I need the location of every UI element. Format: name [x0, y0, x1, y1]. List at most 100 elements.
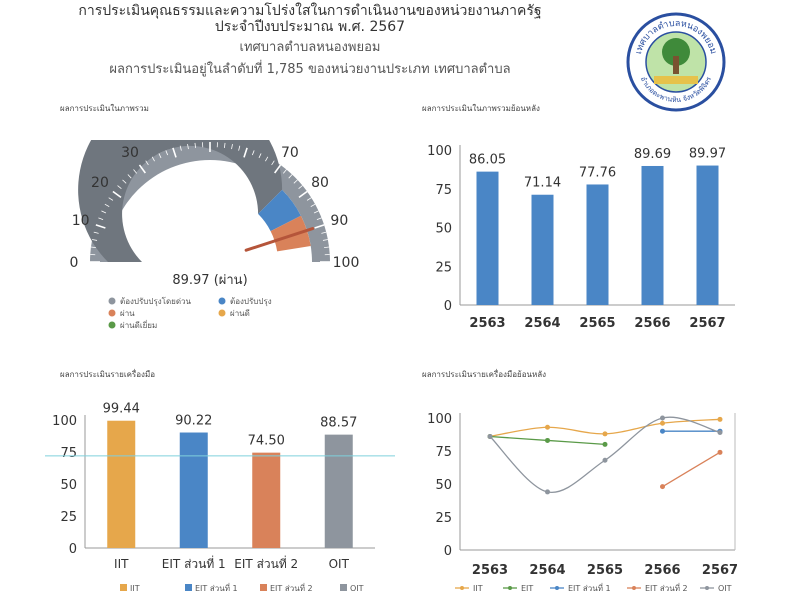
gauge-legend-label: ต้องปรับปรุงโดยด่วน [120, 296, 192, 306]
gauge-legend-marker [218, 297, 226, 305]
tool-legend-label: EIT ส่วนที่ 1 [195, 582, 238, 593]
trend-x-tick-label: 2564 [524, 316, 560, 331]
gauge-legend-label: ผ่านดี [230, 309, 250, 318]
line-legend-marker-dot [705, 586, 709, 590]
gauge-tick-mark [298, 190, 308, 198]
trend-bar-data-label: 89.69 [634, 147, 671, 162]
line-series-point [602, 441, 608, 447]
line-series-point [602, 431, 608, 437]
line-series-path [489, 416, 721, 493]
line-series-point [660, 484, 665, 490]
trend-y-tick-label: 50 [435, 222, 452, 237]
line-legend-marker-dot [460, 586, 464, 590]
tool-y-tick-label: 25 [60, 510, 77, 525]
gauge-tick-label: 40 [159, 140, 177, 142]
line-x-tick-label: 2563 [472, 563, 508, 578]
gauge-tick-mark [314, 224, 325, 229]
rank-text: ผลการประเมินอยู่ในลำดับที่ 1,785 ของหน่ว… [109, 62, 511, 77]
gauge-tick-mark [93, 231, 99, 234]
gauge-legend-marker [218, 309, 226, 317]
line-y-tick-label: 25 [435, 511, 452, 526]
line-series-point [717, 416, 723, 422]
fiscal-year-title: ประจำปีงบประมาณ พ.ศ. 2567 [214, 19, 406, 35]
gauge-tick-mark [298, 185, 303, 190]
gauge-tick-label: 10 [72, 213, 90, 229]
gauge-tick-mark [95, 224, 106, 229]
tool-y-tick-label: 75 [60, 446, 77, 461]
line-x-tick-label: 2567 [702, 563, 738, 578]
gauge-band-1 [258, 189, 301, 232]
line-x-tick-label: 2566 [644, 563, 680, 578]
tool-panel-title: ผลการประเมินรายเครื่องมือ [60, 370, 156, 379]
overall-trend-bar-chart: 0 25 50 75 100 86.05 2563 71.14 2564 77.76 2565 89.… [427, 144, 735, 331]
gauge-tick-mark [306, 197, 312, 201]
gauge-tick-mark [321, 231, 327, 234]
line-y-tick-label: 0 [444, 544, 452, 559]
gauge-tick-mark [90, 246, 96, 248]
gauge-tick-mark [104, 203, 110, 207]
trend-y-tick-label: 100 [427, 144, 452, 159]
line-series-point [487, 433, 493, 439]
gauge-tick-label: 30 [121, 145, 139, 161]
gauge-tick-mark [138, 164, 146, 174]
tool-legend-marker [120, 584, 127, 591]
line-legend-label: IIT [473, 584, 483, 593]
tool-bar-data-label: 90.22 [175, 414, 212, 429]
tool-bar [252, 452, 281, 548]
gauge-tick-mark [122, 179, 127, 184]
tool-bar-chart: 0 25 50 75 100 99.44 IIT 90.22 EIT ส่วนที่ 1 74.5… [45, 402, 395, 593]
gauge-band-2 [270, 215, 311, 252]
gauge-tick-mark [265, 156, 269, 162]
tool-legend-label: OIT [350, 584, 364, 593]
line-legend-marker-dot [632, 586, 636, 590]
overall-panel-title: ผลการประเมินในภาพรวม [60, 104, 149, 113]
line-y-tick-label: 100 [427, 412, 452, 427]
gauge-tick-mark [145, 160, 149, 166]
gauge-tick-label: 20 [91, 175, 109, 191]
gauge-tick-mark [117, 185, 122, 190]
gauge-tick-mark [224, 142, 226, 148]
gauge-tick-mark [313, 210, 319, 214]
gauge-tick-mark [324, 246, 330, 248]
gauge-tick-label: 100 [333, 255, 360, 271]
gauge-tick-mark [172, 147, 177, 158]
tool-bar-data-label: 88.57 [320, 416, 357, 431]
trend-x-tick-label: 2566 [634, 316, 670, 331]
line-series-point [545, 424, 550, 430]
gauge-tick-mark [316, 217, 322, 221]
gauge-legend-label: ต้องปรับปรุง [230, 297, 272, 306]
trend-y-tick-label: 0 [444, 299, 452, 314]
gauge-tick-mark [274, 164, 282, 174]
tool-x-tick-label: EIT ส่วนที่ 1 [162, 555, 226, 571]
report-title: การประเมินคุณธรรมและความโปร่งใสในการดำเน… [78, 3, 542, 19]
line-x-tick-label: 2565 [587, 563, 623, 578]
line-series-point [545, 489, 550, 495]
trend-bar-data-label: 86.05 [469, 153, 506, 168]
gauge-value-label: 89.97 (ผ่าน) [172, 273, 247, 288]
trend-bar [696, 165, 719, 305]
trend-bar-data-label: 71.14 [524, 176, 561, 191]
trend-panel-title: ผลการประเมินในภาพรวมย้อนหลัง [422, 104, 540, 113]
trend-bar-data-label: 89.97 [689, 147, 726, 162]
gauge-tick-mark [165, 150, 169, 156]
tool-legend-marker [260, 584, 267, 591]
tool-bar [324, 434, 353, 548]
gauge-tick-mark [158, 153, 162, 159]
line-series-point [717, 449, 723, 455]
gauge-tick-mark [293, 179, 298, 184]
gauge-tick-mark [179, 145, 182, 151]
line-legend-label: EIT ส่วนที่ 1 [568, 582, 611, 593]
gauge-tick-mark [101, 210, 107, 214]
line-legend-label: EIT ส่วนที่ 2 [645, 582, 688, 593]
line-series-point [660, 415, 665, 421]
gauge-tick-mark [271, 160, 275, 166]
municipality-seal-icon: เทศบาลตำบลหนองพยอม อำเภอตะพานหิน จังหวัด… [626, 12, 726, 112]
gauge-tick-mark [288, 174, 293, 179]
gauge-legend-marker [108, 309, 116, 317]
gauge-tick-mark [92, 239, 98, 241]
line-x-tick-label: 2564 [529, 563, 565, 578]
line-y-tick-label: 50 [435, 478, 452, 493]
gauge-tick-label: 70 [281, 145, 299, 161]
gauge-tick-label: 0 [70, 255, 79, 271]
trend-x-tick-label: 2567 [689, 316, 725, 331]
